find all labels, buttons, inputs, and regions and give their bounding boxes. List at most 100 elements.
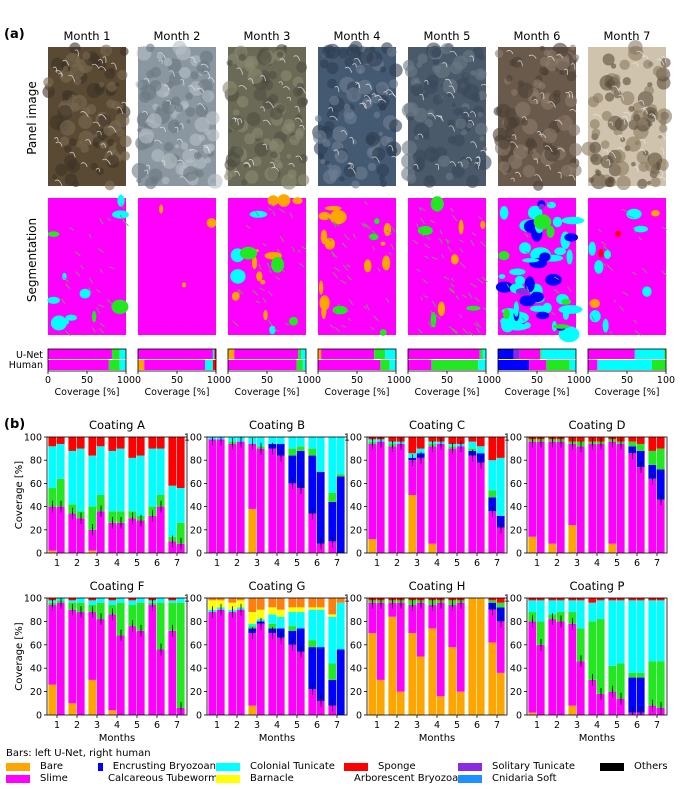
month-tick-label: 5 (454, 720, 460, 731)
y-tick-label: 20 (30, 525, 42, 536)
coverage-segment-calcareous-tubeworm (374, 349, 386, 359)
bar-segment-colonial-tunicate (276, 437, 285, 444)
bar-segment-sponge (576, 598, 585, 601)
bar-segment-slime (536, 441, 545, 553)
panel-image-month-5 (401, 42, 492, 188)
bar-segment-sponge (636, 598, 645, 601)
row-label-panel-image: Panel image (25, 81, 39, 155)
month-tick-label: 1 (374, 558, 380, 569)
bar-segment-calcareous-tubeworm (156, 602, 165, 650)
bar-segment-calcareous-tubeworm (488, 600, 497, 603)
coverage-segment-slime (234, 349, 299, 359)
bar-segment-slime (496, 621, 505, 673)
y-tick-label: 60 (350, 479, 362, 490)
segmentation-maps (47, 194, 668, 343)
bar-segment-slime (596, 693, 605, 715)
legend-swatch (6, 762, 30, 771)
coverage-segment-calcareous-tubeworm (664, 349, 666, 359)
legend-item-barnacle: Barnacle (216, 773, 344, 784)
bar-segment-slime (528, 621, 537, 713)
bar-segment-barnacle (308, 607, 317, 610)
bar-label-unet: U-Net (16, 350, 43, 361)
coverage-segment-slime (318, 360, 381, 370)
bar-segment-bare (48, 684, 57, 715)
month-header-2: Month 2 (153, 29, 200, 43)
legend-item-encrusting-bryozoan: Encrusting Bryozoan (98, 761, 216, 772)
months-axis-label: Months (259, 733, 296, 744)
month-tick-label: 7 (334, 558, 340, 569)
coverage-tick-label: 0 (495, 375, 501, 386)
bar-segment-slime (496, 527, 505, 553)
bar-segment-slime (296, 651, 305, 715)
bar-segment-slime (208, 612, 217, 715)
bar-segment-sponge (476, 437, 485, 447)
month-header-7: Month 7 (603, 29, 650, 43)
coverage-segment-slime (48, 360, 109, 370)
bar-segment-slime (108, 522, 117, 553)
bar-segment-arborescent-bryozoan (316, 598, 325, 608)
coverage-tick-label: 50 (261, 375, 273, 386)
month-tick-label: 2 (394, 558, 400, 569)
bar-segment-colonial-tunicate (128, 600, 137, 606)
coating-title: Coating G (249, 579, 306, 593)
y-tick-label: 20 (190, 687, 202, 698)
y-tick-label: 100 (504, 433, 522, 444)
bar-segment-colonial-tunicate (636, 600, 645, 673)
bar-segment-bare (416, 656, 425, 715)
bar-segment-slime (608, 691, 617, 715)
legend-item-cnidaria-soft: Cnidaria Soft (458, 773, 600, 784)
bar-segment-slime (396, 602, 405, 692)
bar-segment-colonial-tunicate (136, 455, 145, 516)
bar-segment-slime (408, 460, 417, 495)
bar-segment-slime (236, 609, 245, 715)
bar-segment-slime (436, 602, 445, 697)
coating-title: Coating F (90, 579, 145, 593)
bar-segment-slime (556, 441, 565, 553)
coverage-tick-label: 0 (225, 375, 231, 386)
legend-label: Colonial Tunicate (250, 761, 335, 772)
bar-segment-colonial-tunicate (96, 446, 105, 495)
month-header-4: Month 4 (333, 29, 380, 43)
bar-segment-colonial-tunicate (76, 448, 85, 512)
y-tick-label: 100 (184, 433, 202, 444)
coverage-tick-label: 50 (171, 375, 183, 386)
bar-segment-sponge (548, 598, 557, 601)
panel-b-tag: (b) (4, 417, 25, 432)
bar-segment-calcareous-tubeworm (88, 506, 97, 530)
bar-segment-bare (468, 598, 477, 715)
month-tick-label: 5 (134, 720, 140, 731)
y-tick-label: 20 (190, 525, 202, 536)
bar-segment-colonial-tunicate (416, 448, 425, 454)
coverage-segment-colonial-tunicate (597, 360, 652, 370)
bar-segment-calcareous-tubeworm (628, 441, 637, 447)
bar-segment-encrusting-bryozoan (496, 607, 505, 622)
month-tick-label: 6 (474, 720, 480, 731)
bar-segment-sponge (408, 437, 417, 454)
bar-segment-arborescent-bryozoan (236, 598, 245, 601)
bar-segment-encrusting-bryozoan (336, 649, 345, 715)
bar-segment-colonial-tunicate (248, 623, 257, 627)
coverage-tick-label: 0 (315, 375, 321, 386)
coverage-segment-encrusting-bryozoan (498, 349, 514, 359)
bar-segment-slime (488, 609, 497, 643)
bar-segment-calcareous-tubeworm (176, 602, 185, 708)
y-tick-label: 40 (190, 502, 202, 513)
coverage-x-label: Coverage [%] (145, 387, 210, 398)
coverage-segment-slime (228, 360, 297, 370)
row-label-segmentation: Segmentation (25, 218, 39, 302)
bar-segment-encrusting-bryozoan (656, 469, 665, 500)
bar-segment-bare (88, 679, 97, 715)
bar-segment-sponge (428, 437, 437, 442)
month-tick-label: 5 (134, 558, 140, 569)
coverage-tick-label: 0 (135, 375, 141, 386)
bar-segment-encrusting-bryozoan (308, 455, 317, 514)
legend-label: Others (634, 761, 668, 772)
y-tick-label: 0 (36, 549, 42, 560)
bar-segment-sponge (88, 598, 97, 601)
bar-segment-slime (228, 612, 237, 715)
bar-segment-slime (476, 462, 485, 553)
bar-segment-colonial-tunicate (288, 612, 297, 627)
legend-item-sponge: Sponge (344, 761, 458, 772)
bar-segment-colonial-tunicate (496, 457, 505, 516)
bar-segment-colonial-tunicate (256, 437, 265, 447)
